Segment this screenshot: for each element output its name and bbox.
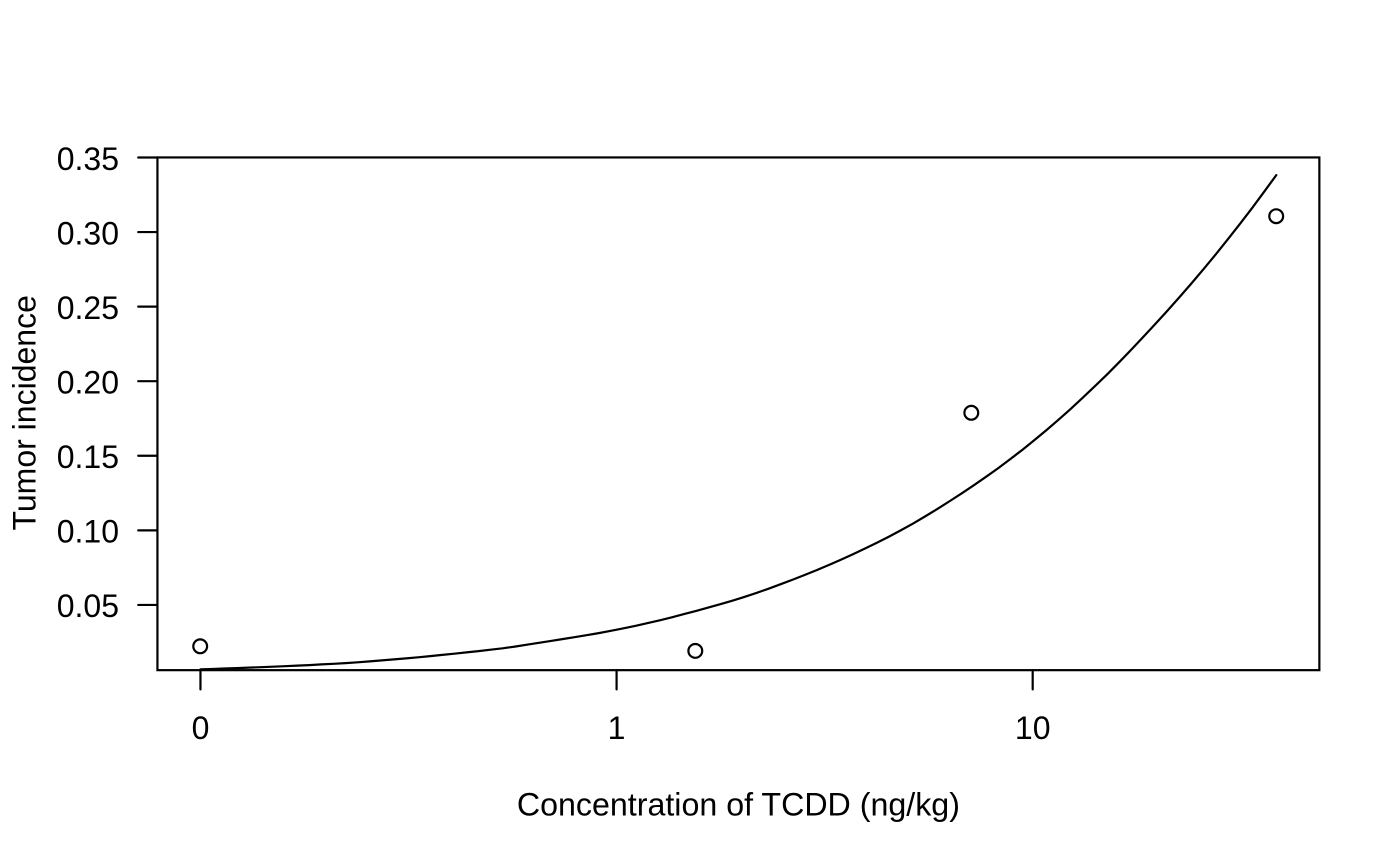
svg-text:0.05: 0.05	[57, 588, 119, 624]
svg-text:Tumor incidence: Tumor incidence	[7, 295, 43, 530]
svg-text:1: 1	[608, 710, 626, 746]
svg-text:Concentration of TCDD (ng/kg): Concentration of TCDD (ng/kg)	[517, 787, 960, 823]
svg-text:0.30: 0.30	[57, 215, 119, 251]
svg-text:0: 0	[192, 710, 210, 746]
svg-text:0.20: 0.20	[57, 364, 119, 400]
svg-text:0.15: 0.15	[57, 439, 119, 475]
svg-text:0.35: 0.35	[57, 141, 119, 177]
svg-text:0.25: 0.25	[57, 290, 119, 326]
svg-text:0.10: 0.10	[57, 514, 119, 550]
svg-text:10: 10	[1015, 710, 1051, 746]
